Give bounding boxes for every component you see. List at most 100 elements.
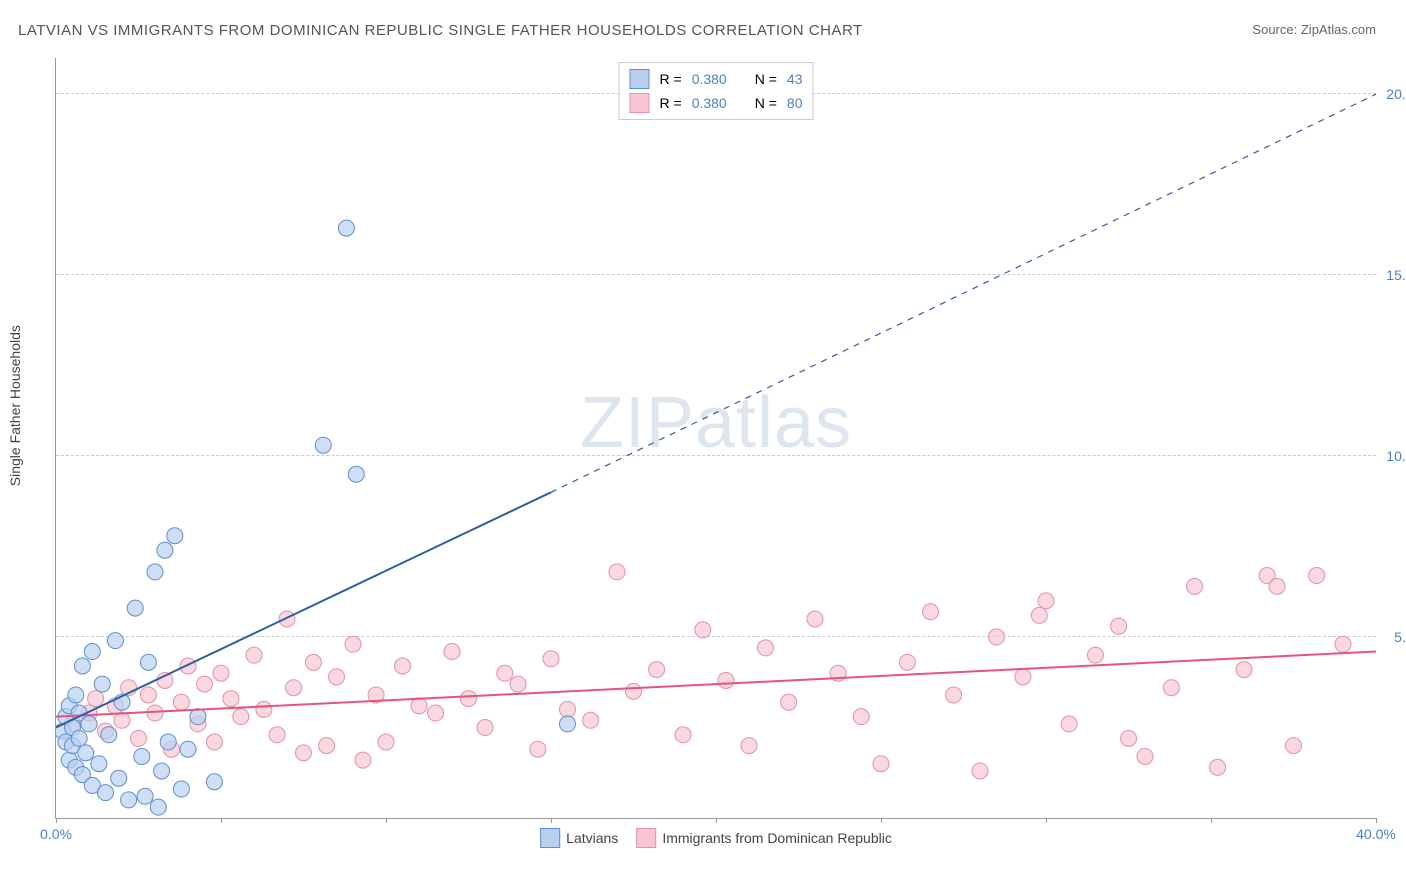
x-tick [221,818,222,823]
data-point [560,701,576,717]
data-point [1038,593,1054,609]
data-point [88,691,104,707]
scatter-svg [56,58,1376,818]
r-label: R = [660,71,682,87]
data-point [338,220,354,236]
data-point [781,694,797,710]
data-point [98,785,114,801]
data-point [305,654,321,670]
data-point [461,691,477,707]
data-point [1335,636,1351,652]
data-point [477,720,493,736]
data-point [71,730,87,746]
data-point [315,437,331,453]
data-point [180,741,196,757]
chart-title: LATVIAN VS IMMIGRANTS FROM DOMINICAN REP… [18,22,863,39]
data-point [134,748,150,764]
data-point [1061,716,1077,732]
legend-series: Latvians Immigrants from Dominican Repub… [540,828,892,848]
n-value: 43 [787,71,803,87]
data-point [233,709,249,725]
dominican-points-group [65,564,1352,779]
data-point [649,662,665,678]
legend-swatch-dominican [630,93,650,113]
y-tick-label: 10.0% [1378,448,1406,464]
data-point [246,647,262,663]
data-point [428,705,444,721]
data-point [972,763,988,779]
data-point [154,763,170,779]
data-point [583,712,599,728]
legend-stats-box: R = 0.380 N = 43 R = 0.380 N = 80 [619,62,814,120]
data-point [741,738,757,754]
legend-item-latvians: Latvians [540,828,618,848]
data-point [101,727,117,743]
data-point [213,665,229,681]
data-point [1269,578,1285,594]
data-point [1111,618,1127,634]
data-point [1163,680,1179,696]
data-point [1187,578,1203,594]
source-value: ZipAtlas.com [1301,22,1376,37]
data-point [348,466,364,482]
legend-swatch-latvians [630,69,650,89]
data-point [296,745,312,761]
data-point [923,604,939,620]
chart-container: LATVIAN VS IMMIGRANTS FROM DOMINICAN REP… [0,0,1406,892]
data-point [206,734,222,750]
data-point [345,636,361,652]
data-point [94,676,110,692]
legend-stats-row: R = 0.380 N = 80 [630,91,803,115]
data-point [1137,748,1153,764]
data-point [329,669,345,685]
data-point [444,644,460,660]
data-point [180,658,196,674]
data-point [197,676,213,692]
y-tick-label: 20.0% [1378,86,1406,102]
data-point [411,698,427,714]
trend-line-latvians-dashed [551,94,1376,492]
data-point [510,676,526,692]
data-point [286,680,302,696]
data-point [157,542,173,558]
data-point [111,770,127,786]
y-axis-label: Single Father Households [7,325,23,486]
data-point [718,672,734,688]
data-point [84,644,100,660]
data-point [1015,669,1031,685]
data-point [807,611,823,627]
data-point [223,691,239,707]
data-point [543,651,559,667]
n-label: N = [755,71,777,87]
x-tick [551,818,552,823]
data-point [530,741,546,757]
data-point [91,756,107,772]
source-attribution: Source: ZipAtlas.com [1252,22,1376,37]
data-point [395,658,411,674]
data-point [378,734,394,750]
data-point [1031,607,1047,623]
data-point [1210,759,1226,775]
x-tick [1046,818,1047,823]
legend-swatch-latvians [540,828,560,848]
plot-area: ZIPatlas 5.0% 10.0% 15.0% 20.0% 0.0% 40.… [55,58,1376,819]
data-point [147,564,163,580]
y-tick-label: 5.0% [1378,629,1406,645]
x-tick [56,818,57,823]
x-tick [881,818,882,823]
data-point [74,658,90,674]
data-point [121,792,137,808]
data-point [873,756,889,772]
x-tick [1376,818,1377,823]
data-point [758,640,774,656]
trend-lines-group [56,94,1376,727]
data-point [946,687,962,703]
r-value: 0.380 [692,71,727,87]
data-point [899,654,915,670]
data-point [1088,647,1104,663]
x-tick-label: 40.0% [1356,826,1396,842]
data-point [206,774,222,790]
x-tick [386,818,387,823]
data-point [626,683,642,699]
data-point [675,727,691,743]
